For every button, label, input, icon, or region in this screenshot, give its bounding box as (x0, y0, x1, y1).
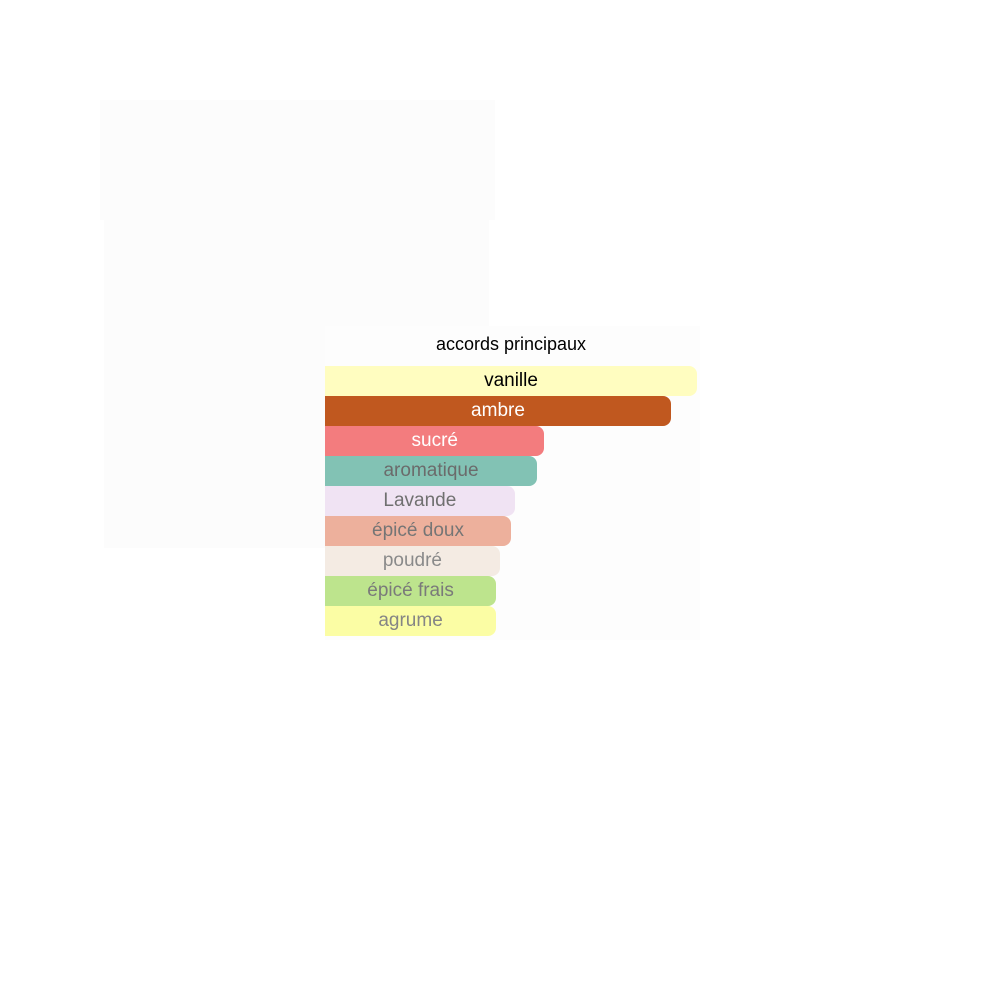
bar-0: vanille (325, 366, 697, 396)
bar-3: aromatique (325, 456, 538, 486)
bar-2: sucré (325, 426, 545, 456)
bar-5: épicé doux (325, 516, 511, 546)
background-block (100, 100, 495, 220)
bar-4: Lavande (325, 486, 515, 516)
bar-8: agrume (325, 606, 497, 636)
chart-title: accords principaux (435, 334, 587, 354)
accords-chart: accords principaux vanille ambre sucré arom… (325, 326, 700, 640)
bar-6: poudré (325, 546, 500, 576)
bar-7: épicé frais (325, 576, 497, 606)
bar-1: ambre (325, 396, 671, 426)
